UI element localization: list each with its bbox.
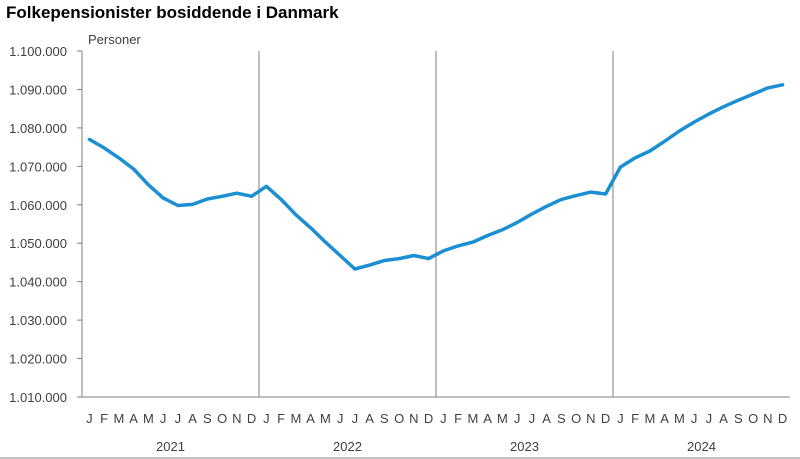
- x-tick-label: M: [674, 411, 685, 426]
- y-tick-label: 1.060.000: [9, 198, 67, 213]
- x-tick-label: A: [365, 411, 374, 426]
- x-tick-label: J: [263, 411, 270, 426]
- chart-axes: [0, 51, 800, 459]
- x-tick-label: J: [514, 411, 521, 426]
- x-tick-label: O: [394, 411, 404, 426]
- x-tick-label: J: [440, 411, 447, 426]
- x-tick-label: M: [143, 411, 154, 426]
- x-tick-label: J: [529, 411, 536, 426]
- x-tick-label: M: [320, 411, 331, 426]
- year-label: 2022: [333, 439, 362, 454]
- x-tick-label: M: [290, 411, 301, 426]
- x-tick-label: A: [306, 411, 315, 426]
- x-tick-label: S: [734, 411, 743, 426]
- x-tick-label: M: [113, 411, 124, 426]
- x-tick-label: O: [217, 411, 227, 426]
- x-tick-label: M: [467, 411, 478, 426]
- y-tick-label: 1.040.000: [9, 275, 67, 290]
- x-tick-label: S: [557, 411, 566, 426]
- x-tick-label: M: [644, 411, 655, 426]
- x-tick-label: D: [424, 411, 433, 426]
- x-tick-label: A: [483, 411, 492, 426]
- y-axis-ticks: 1.010.000 1.020.000 1.030.000 1.040.000 1.05…: [9, 32, 141, 405]
- x-tick-label: A: [660, 411, 669, 426]
- x-tick-label: N: [586, 411, 595, 426]
- x-tick-label: A: [188, 411, 197, 426]
- x-tick-label: A: [719, 411, 728, 426]
- x-tick-label: J: [86, 411, 93, 426]
- x-tick-label: F: [454, 411, 462, 426]
- x-tick-label: J: [706, 411, 713, 426]
- x-tick-label: J: [175, 411, 182, 426]
- x-tick-label: N: [409, 411, 418, 426]
- year-label: 2023: [510, 439, 539, 454]
- x-tick-label: F: [631, 411, 639, 426]
- x-tick-label: J: [352, 411, 359, 426]
- x-tick-label: F: [100, 411, 108, 426]
- x-tick-label: J: [691, 411, 698, 426]
- x-tick-label: N: [232, 411, 241, 426]
- y-tick-label: 1.090.000: [9, 82, 67, 97]
- y-tick-label: 1.050.000: [9, 236, 67, 251]
- x-tick-label: N: [763, 411, 772, 426]
- x-tick-label: M: [497, 411, 508, 426]
- x-tick-label: O: [748, 411, 758, 426]
- x-tick-label: D: [778, 411, 787, 426]
- year-label: 2021: [156, 439, 185, 454]
- x-tick-label: F: [277, 411, 285, 426]
- x-tick-label: D: [601, 411, 610, 426]
- plot-area: [87, 83, 785, 271]
- x-tick-label: A: [542, 411, 551, 426]
- y-tick-label: 1.030.000: [9, 313, 67, 328]
- series-line: [87, 83, 785, 271]
- x-tick-label: S: [380, 411, 389, 426]
- x-tick-label: O: [571, 411, 581, 426]
- y-tick-label: 1.100.000: [9, 44, 67, 59]
- x-tick-label: J: [617, 411, 624, 426]
- x-tick-label: D: [247, 411, 256, 426]
- x-tick-label: A: [129, 411, 138, 426]
- chart-title: Folkepensionister bosiddende i Danmark: [6, 3, 339, 22]
- y-tick-label: 1.010.000: [9, 390, 67, 405]
- y-tick-label: 1.070.000: [9, 159, 67, 174]
- x-tick-label: S: [203, 411, 212, 426]
- y-tick-label: 1.080.000: [9, 121, 67, 136]
- y-tick-label: 1.020.000: [9, 352, 67, 367]
- x-tick-label: J: [160, 411, 167, 426]
- year-label: 2024: [687, 439, 716, 454]
- y-axis-unit-label: Personer: [88, 32, 141, 47]
- x-tick-label: J: [337, 411, 344, 426]
